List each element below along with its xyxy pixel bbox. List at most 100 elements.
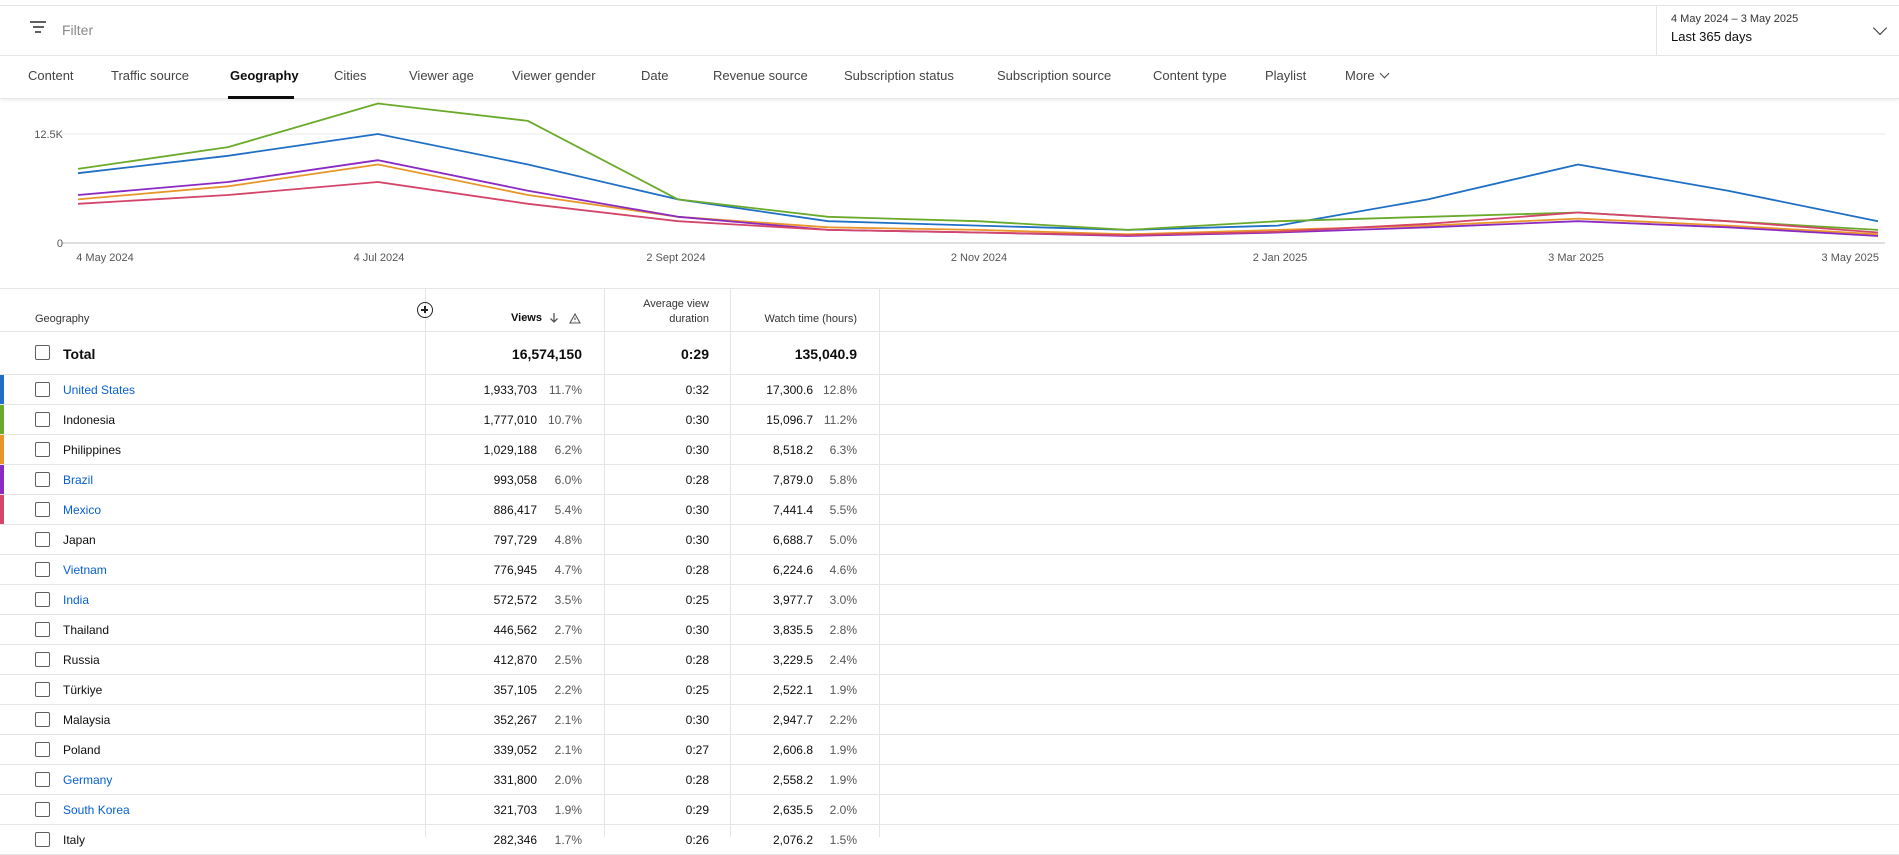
row-checkbox[interactable] xyxy=(35,712,50,727)
avg-view-duration-value: 0:32 xyxy=(685,383,709,397)
tab-content-type[interactable]: Content type xyxy=(1153,68,1227,83)
tab-playlist[interactable]: Playlist xyxy=(1265,68,1307,83)
row-checkbox[interactable] xyxy=(35,502,50,517)
country-name: Thailand xyxy=(63,623,110,637)
country-name[interactable]: South Korea xyxy=(63,803,130,817)
watch-time-percent: 1.9% xyxy=(829,743,857,757)
table-row[interactable]: South Korea 321,703 1.9% 0:29 2,635.5 2.0% xyxy=(0,795,1899,825)
views-percent: 4.8% xyxy=(554,533,582,547)
avg-view-duration-value: 0:26 xyxy=(685,833,709,847)
table-row[interactable]: Türkiye 357,105 2.2% 0:25 2,522.1 1.9% xyxy=(0,675,1899,705)
country-name[interactable]: Brazil xyxy=(63,473,94,487)
header-geography[interactable]: Geography xyxy=(35,313,90,325)
country-name[interactable]: Mexico xyxy=(63,503,102,517)
tab-more-label: More xyxy=(1345,68,1375,83)
tab-geography[interactable]: Geography xyxy=(230,68,299,83)
watch-time-percent: 11.2% xyxy=(823,413,857,427)
table-row[interactable]: Italy 282,346 1.7% 0:26 2,076.2 1.5% xyxy=(0,825,1899,855)
country-name[interactable]: Germany xyxy=(63,773,113,787)
watch-time-percent: 5.0% xyxy=(829,533,857,547)
watch-time-percent: 2.0% xyxy=(829,803,857,817)
tab-more[interactable]: More xyxy=(1345,68,1390,83)
views-percent: 2.2% xyxy=(554,683,582,697)
table-row[interactable]: Philippines 1,029,188 6.2% 0:30 8,518.2 6.3% xyxy=(0,435,1899,465)
table-row[interactable]: Vietnam 776,945 4.7% 0:28 6,224.6 4.6% xyxy=(0,555,1899,585)
row-checkbox[interactable] xyxy=(35,412,50,427)
tab-subscription-status[interactable]: Subscription status xyxy=(844,68,954,83)
views-percent: 1.7% xyxy=(554,833,582,847)
tab-subscription-source[interactable]: Subscription source xyxy=(997,68,1112,83)
row-checkbox[interactable] xyxy=(35,742,50,757)
tab-date[interactable]: Date xyxy=(641,68,669,83)
row-checkbox[interactable] xyxy=(35,682,50,697)
row-checkbox[interactable] xyxy=(35,562,50,577)
avg-view-duration-value: 0:30 xyxy=(685,533,709,547)
row-checkbox[interactable] xyxy=(35,772,50,787)
country-name[interactable]: India xyxy=(63,593,90,607)
warning-icon[interactable] xyxy=(569,313,581,324)
series-color-bar xyxy=(0,495,4,524)
series-line-4 xyxy=(77,181,1879,237)
header-views[interactable]: Views xyxy=(511,312,542,324)
header-avg-view-duration-line2[interactable]: duration xyxy=(669,313,709,325)
avg-view-duration-value: 0:25 xyxy=(685,593,709,607)
table-row[interactable]: Thailand 446,562 2.7% 0:30 3,835.5 2.8% xyxy=(0,615,1899,645)
table-row[interactable]: Indonesia 1,777,010 10.7% 0:30 15,096.7 11.2% xyxy=(0,405,1899,435)
date-preset-text: Last 365 days xyxy=(1671,29,1752,44)
watch-time-percent: 2.2% xyxy=(829,713,857,727)
views-value: 352,267 xyxy=(493,713,537,727)
tab-cities[interactable]: Cities xyxy=(334,68,367,83)
table-row[interactable]: Japan 797,729 4.8% 0:30 6,688.7 5.0% xyxy=(0,525,1899,555)
tab-viewer-gender[interactable]: Viewer gender xyxy=(512,68,596,83)
views-percent: 5.4% xyxy=(554,503,582,517)
header-watch-time[interactable]: Watch time (hours) xyxy=(764,313,857,325)
y-tick-label: 0 xyxy=(57,238,63,250)
country-name[interactable]: Vietnam xyxy=(63,563,107,577)
row-checkbox[interactable] xyxy=(35,802,50,817)
x-tick-label: 2 Jan 2025 xyxy=(1253,252,1307,264)
date-range-picker[interactable]: 4 May 2024 – 3 May 2025 Last 365 days xyxy=(1656,6,1899,56)
table-row[interactable]: Poland 339,052 2.1% 0:27 2,606.8 1.9% xyxy=(0,735,1899,765)
table-row[interactable]: Mexico 886,417 5.4% 0:30 7,441.4 5.5% xyxy=(0,495,1899,525)
sort-down-icon[interactable] xyxy=(549,313,559,324)
avg-view-duration-value: 0:30 xyxy=(685,713,709,727)
row-checkbox[interactable] xyxy=(35,532,50,547)
tab-viewer-age[interactable]: Viewer age xyxy=(409,68,474,83)
watch-time-value: 2,635.5 xyxy=(772,803,813,817)
geography-table: Geography Views Average view duration Wa… xyxy=(0,289,1899,855)
top-border xyxy=(0,0,1899,6)
country-name[interactable]: United States xyxy=(63,383,136,397)
row-checkbox[interactable] xyxy=(35,472,50,487)
geography-line-chart: 12.5K 0 4 May 2024 4 Jul 2024 2 Sept 2024 2 N… xyxy=(34,102,1885,264)
table-row[interactable]: United States 1,933,703 11.7% 0:32 17,300.6 1… xyxy=(0,375,1899,405)
row-checkbox[interactable] xyxy=(35,832,50,847)
table-row[interactable]: India 572,572 3.5% 0:25 3,977.7 3.0% xyxy=(0,585,1899,615)
add-column-icon[interactable] xyxy=(417,302,433,318)
total-checkbox[interactable] xyxy=(35,345,50,360)
table-row[interactable]: Brazil 993,058 6.0% 0:28 7,879.0 5.8% xyxy=(0,465,1899,495)
tab-content[interactable]: Content xyxy=(28,68,74,83)
tab-traffic-source[interactable]: Traffic source xyxy=(111,68,190,83)
table-row[interactable]: Germany 331,800 2.0% 0:28 2,558.2 1.9% xyxy=(0,765,1899,795)
views-value: 1,777,010 xyxy=(483,413,537,427)
table-row[interactable]: Russia 412,870 2.5% 0:28 3,229.5 2.4% xyxy=(0,645,1899,675)
views-value: 339,052 xyxy=(493,743,537,757)
row-checkbox[interactable] xyxy=(35,382,50,397)
header-avg-view-duration-line1[interactable]: Average view xyxy=(643,298,709,310)
avg-view-duration-value: 0:30 xyxy=(685,413,709,427)
row-checkbox[interactable] xyxy=(35,622,50,637)
filter-input[interactable]: Filter xyxy=(62,22,94,38)
total-label: Total xyxy=(63,346,96,362)
row-checkbox[interactable] xyxy=(35,592,50,607)
row-checkbox[interactable] xyxy=(35,442,50,457)
filter-icon[interactable] xyxy=(30,21,46,35)
table-top-border xyxy=(0,288,1899,289)
chevron-down-icon xyxy=(1379,68,1390,79)
row-checkbox[interactable] xyxy=(35,652,50,667)
watch-time-percent: 1.9% xyxy=(829,773,857,787)
table-row[interactable]: Malaysia 352,267 2.1% 0:30 2,947.7 2.2% xyxy=(0,705,1899,735)
tab-revenue-source[interactable]: Revenue source xyxy=(713,68,808,83)
country-name: Indonesia xyxy=(63,413,116,427)
views-value: 282,346 xyxy=(493,833,537,847)
country-name: Russia xyxy=(63,653,100,667)
